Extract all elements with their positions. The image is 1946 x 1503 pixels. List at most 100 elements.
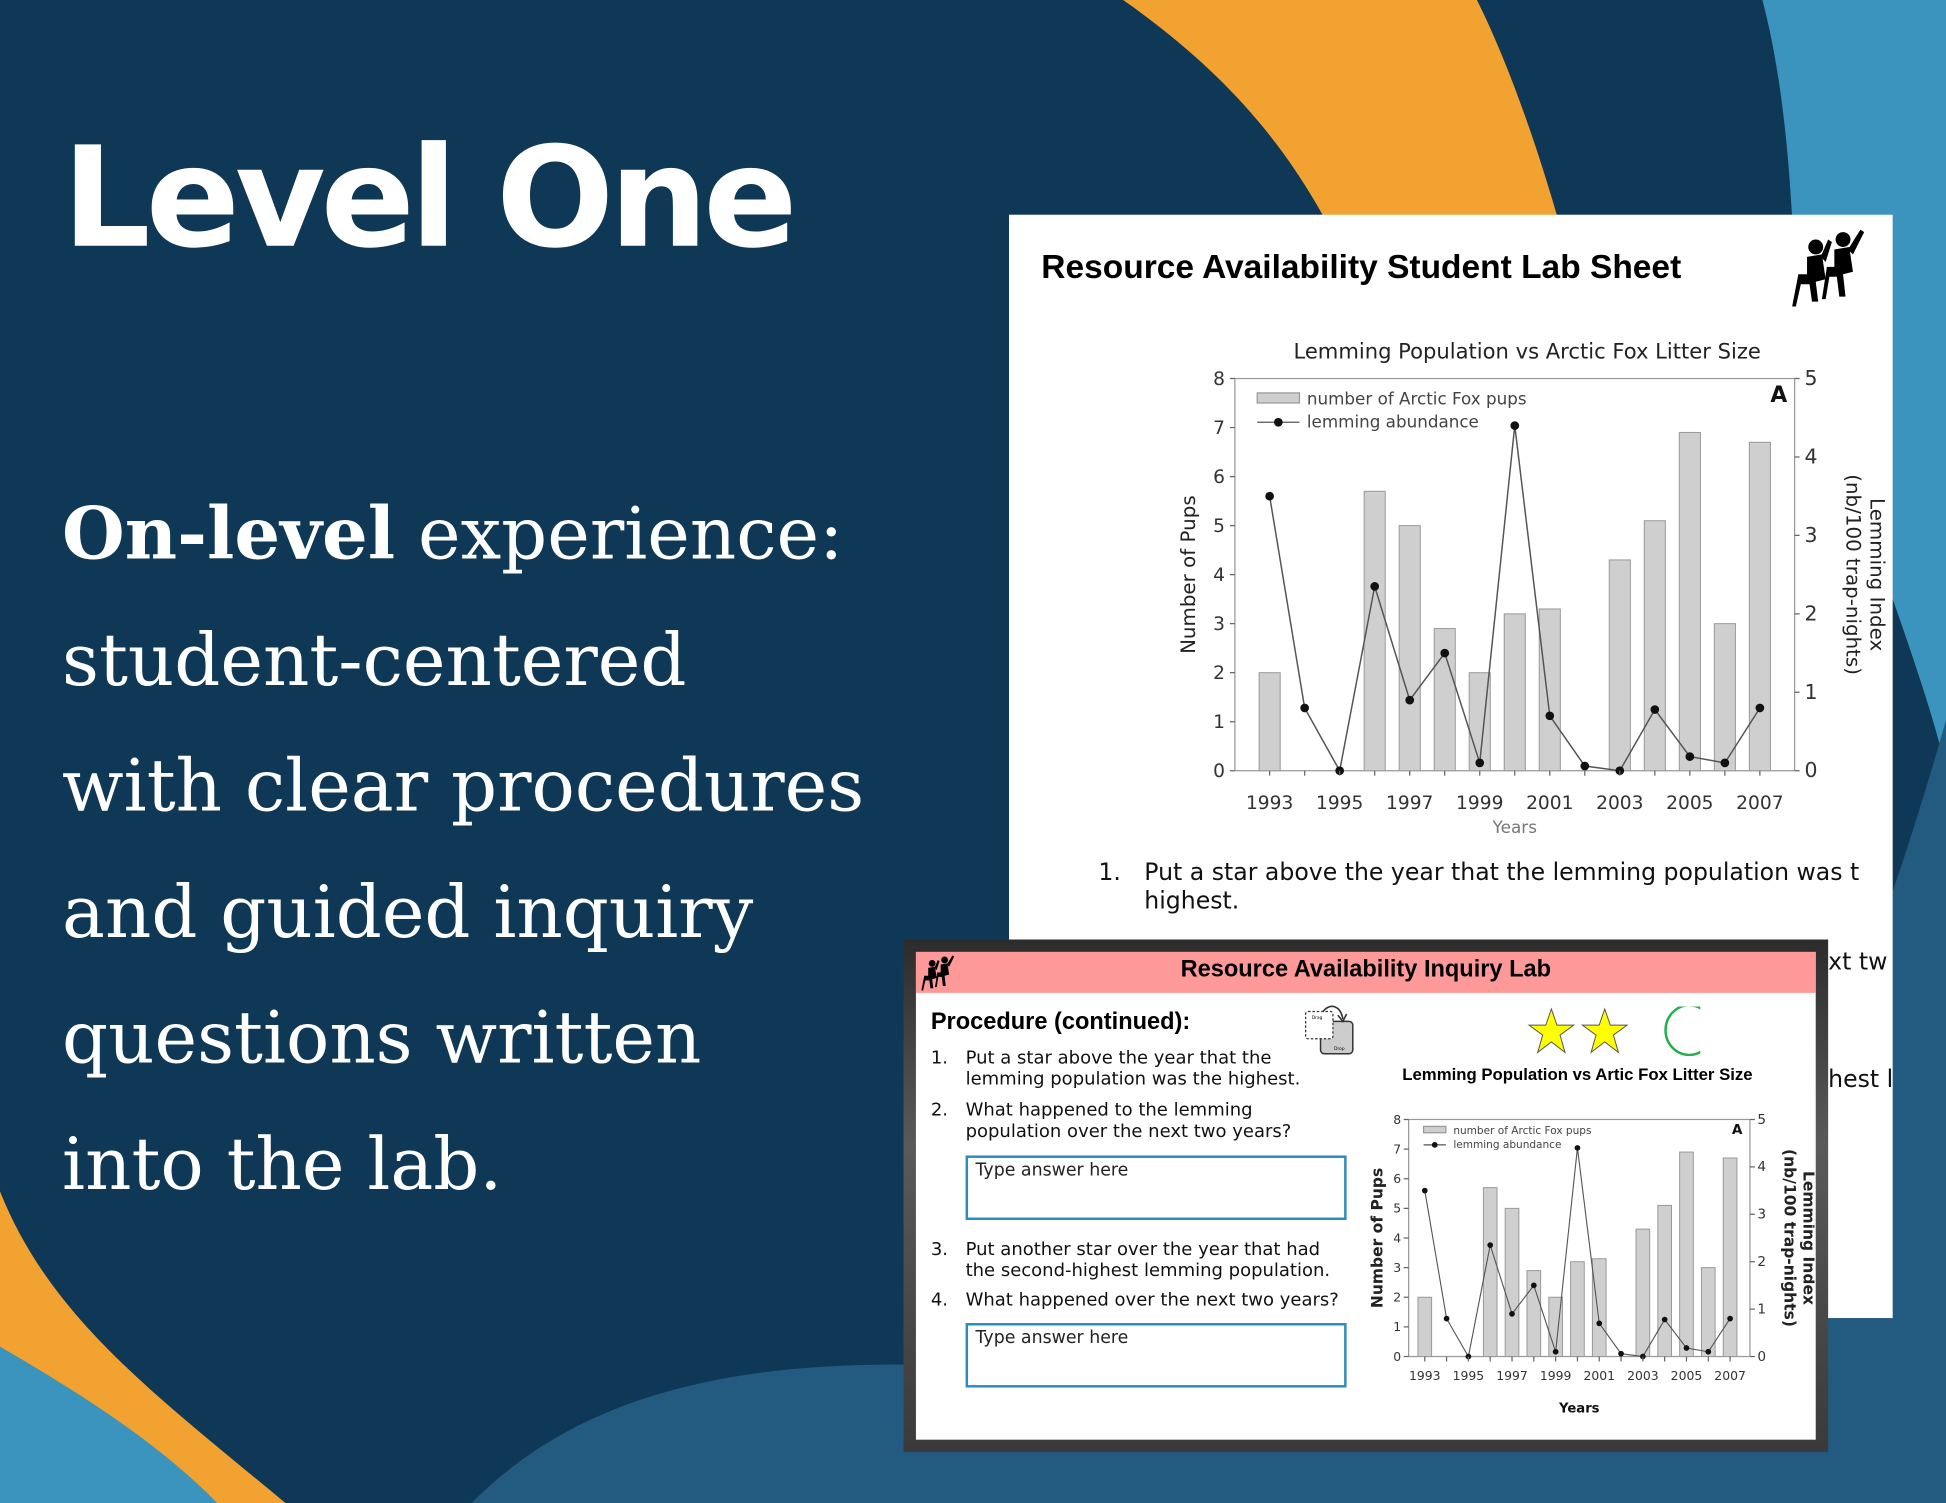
lemming-point [1545,711,1555,721]
x-tick-label: 1993 [1246,793,1293,814]
y2-tick-label: 0 [1757,1349,1766,1365]
lemming-point [1405,695,1415,705]
question-number: 3. [930,1239,949,1260]
star-rating [1527,1006,1701,1057]
drop-label: Drop [1334,1046,1345,1052]
y-tick-label: 0 [1393,1349,1401,1364]
lemming-point [1580,761,1590,771]
x-axis-title: Years [1492,817,1537,837]
question-text: Put a star above the year that the lemmi… [1144,858,1860,887]
question-text: What happened over the next two years? [965,1290,1339,1311]
y-tick-label: 2 [1213,663,1225,684]
question-text: Put a star above the year that the lemmin… [965,1048,1301,1090]
panel-letter: A [1732,1122,1743,1138]
bar [1643,520,1666,772]
lemming-point [1509,1310,1515,1317]
y-tick-label: 0 [1213,761,1225,782]
inquiry-lab-page: Resource Availability Inquiry Lab Proced… [915,951,1816,1440]
lemming-point [1370,582,1380,591]
lemming-point [1685,752,1695,761]
y-axis-title: Number of Pups [1369,1168,1387,1308]
question-number: 4. [930,1290,949,1311]
lemming-point [1440,648,1450,658]
lemming-point [1596,1320,1603,1327]
question-number: 1. [930,1048,949,1069]
inquiry-lab-preview: Resource Availability Inquiry Lab Proced… [903,939,1829,1453]
y-tick-label: 1 [1213,712,1225,733]
body-line: and guided inquiry [62,869,754,954]
y2-tick-label: 3 [1805,523,1818,547]
students-raising-hands-icon [921,955,955,991]
y-tick-label: 5 [1213,516,1225,537]
lemming-point [1661,1316,1668,1323]
empty-circle-icon [1664,1006,1701,1057]
x-tick-label: 2001 [1526,793,1573,814]
bar [1635,1228,1651,1358]
lemming-point [1443,1315,1450,1322]
lemming-point [1487,1242,1494,1248]
body-text: experience: [395,491,844,576]
y2-axis-title: (nb/100 trap-nights) [1842,474,1865,675]
y2-tick-label: 3 [1757,1207,1766,1223]
lemming-point [1530,1282,1537,1289]
procedure-heading: Procedure (continued): [930,1009,1191,1036]
x-tick-label: 1995 [1316,793,1363,814]
body-line: On-level experience: [62,472,864,598]
y-tick-label: 4 [1393,1230,1401,1245]
y2-axis-title: Lemming Index [1799,1171,1814,1305]
bar [1258,672,1281,772]
x-tick-label: 2005 [1666,793,1713,814]
lemming-point [1552,1348,1559,1355]
lemming-point [1727,1315,1733,1322]
x-tick-label: 1999 [1456,793,1503,814]
x-tick-label: 2007 [1736,793,1783,814]
lemming-point [1475,758,1485,768]
lemming-point [1720,758,1730,768]
bar [1538,608,1561,772]
bar [1608,559,1631,772]
bar [1570,1261,1585,1358]
question-text: What happened to the lemming population o… [965,1100,1292,1142]
x-tick-label: 1997 [1386,793,1433,814]
bar [1748,441,1771,772]
lemming-point [1650,705,1660,714]
lemming-point [1683,1345,1690,1351]
bar [1657,1204,1672,1358]
body-line: questions written [62,995,702,1080]
y2-tick-label: 4 [1805,444,1818,468]
x-axis-title: Years [1558,1401,1600,1416]
answer-input-1[interactable]: Type answer here [965,1155,1347,1221]
bar [1678,431,1701,772]
panel-letter: A [1770,383,1787,408]
x-tick-label: 2001 [1583,1368,1615,1383]
bar [1679,1151,1694,1358]
bar [1713,623,1736,772]
y2-tick-label: 4 [1757,1159,1766,1175]
body-bold: On-level [62,491,396,576]
lemming-point [1618,1350,1624,1357]
y-tick-label: 4 [1213,565,1225,586]
legend-point-swatch [1273,417,1283,427]
y-tick-label: 8 [1393,1112,1401,1127]
question-text: highest. [1144,887,1240,915]
y2-tick-label: 1 [1805,680,1818,704]
legend-label: number of Arctic Fox pups [1307,389,1527,409]
y2-axis-title: (nb/100 trap-nights) [1781,1149,1799,1327]
y-tick-label: 7 [1213,418,1225,439]
y2-tick-label: 1 [1757,1301,1766,1317]
legend-label: lemming abundance [1307,411,1479,431]
light-blue-wave-bottom-left [0,1346,218,1503]
x-tick-label: 2005 [1671,1368,1703,1383]
partial-text: hest l [1828,1066,1894,1094]
x-tick-label: 1997 [1496,1368,1528,1383]
partial-text: xt tw [1828,948,1888,976]
bar [1504,1207,1520,1358]
y-tick-label: 6 [1213,467,1225,488]
y2-axis-title: Lemming Index [1865,498,1888,651]
legend-point-swatch [1431,1142,1438,1148]
y-tick-label: 1 [1393,1319,1401,1334]
bar [1503,613,1526,772]
answer-input-2[interactable]: Type answer here [965,1323,1347,1388]
drag-label: Drag [1312,1015,1323,1021]
small-chart-title: Lemming Population vs Artic Fox Litter S… [1402,1064,1753,1084]
